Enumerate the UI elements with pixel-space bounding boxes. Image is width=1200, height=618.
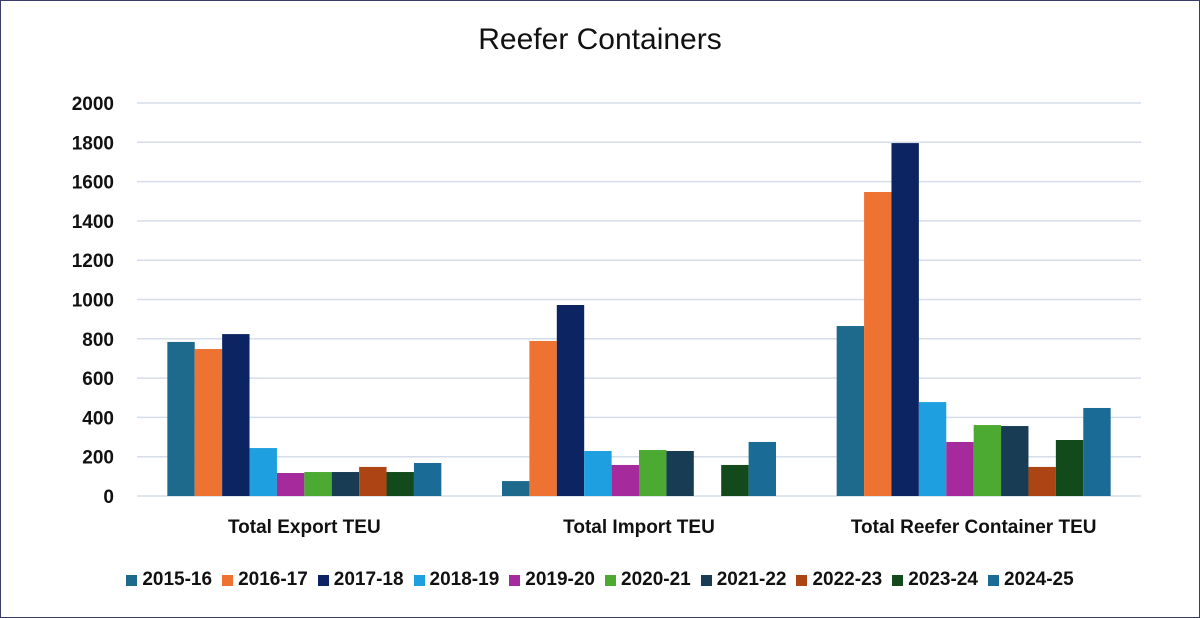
y-tick-label: 1600 [72,173,114,194]
bar-2023-24-3 [1055,439,1084,496]
y-tick-label: 2000 [72,94,114,115]
y-tick-label: 1400 [72,212,114,233]
legend-swatch [126,574,138,586]
legend-label: 2017-18 [333,569,404,590]
legend-swatch [796,574,808,586]
legend-item: 2018-19 [413,569,500,591]
legend-item: 2022-23 [796,569,882,591]
bar-2017-18-2 [556,305,585,496]
bar-2022-23-3 [1028,466,1056,496]
bar-2016-17-2 [529,340,557,496]
bar-2017-18-3 [891,143,919,496]
legend-swatch [892,574,904,586]
bar-2021-22-2 [666,451,694,496]
legend-item: 2023-24 [892,569,978,591]
legend-label: 2023-24 [908,569,978,590]
bar-2015-16-3 [836,326,865,496]
bar-2020-21-2 [639,450,667,496]
bar-2018-19-3 [918,402,947,496]
y-tick-label: 1200 [72,251,114,272]
legend-swatch [700,574,712,586]
y-tick-label: 800 [82,330,114,351]
legend-item: 2016-17 [222,569,308,591]
bar-2023-24-1 [386,472,414,496]
bar-2019-20-2 [611,464,639,496]
bar-2024-25-1 [413,462,442,496]
legend-label: 2016-17 [238,569,308,590]
legend-label: 2018-19 [429,569,500,590]
legend-item: 2020-21 [605,569,691,591]
y-tick-label: 1800 [72,133,114,154]
y-tick-label: 200 [82,448,114,469]
legend-label: 2022-23 [812,569,883,590]
legend-item: 2019-20 [509,569,595,591]
bar-2023-24-2 [721,464,749,496]
bar-2015-16-2 [502,481,530,496]
bar-2019-20-1 [276,473,305,496]
bar-2022-23-1 [359,466,387,496]
legend-swatch [987,574,999,586]
bar-2021-22-1 [331,472,360,496]
y-tick-label: 600 [82,369,114,390]
chart-title: Reefer Containers [478,23,722,56]
y-tick-label: 0 [103,487,114,508]
legend-item: 2015-16 [126,569,212,591]
legend-item: 2021-22 [700,569,787,591]
legend-label: 2024-25 [1003,569,1074,590]
legend-swatch [317,574,329,586]
bar-2020-21-1 [304,472,332,496]
bar-2016-17-1 [194,349,223,496]
bar-2020-21-3 [973,425,1002,496]
bar-2019-20-3 [946,441,974,496]
bar-2015-16-1 [167,341,195,496]
legend-label: 2019-20 [525,569,595,590]
legend-label: 2021-22 [716,569,787,590]
x-tick-label: Total Export TEU [228,517,381,538]
x-tick-label: Total Reefer Container TEU [851,517,1097,538]
y-tick-label: 400 [82,408,114,429]
legend-swatch [222,574,234,586]
bar-2024-25-2 [748,441,776,496]
legend-swatch [413,574,425,586]
bar-2018-19-1 [249,448,277,496]
legend-item: 2024-25 [987,569,1074,591]
bar-2021-22-3 [1001,426,1029,496]
legend-swatch [509,574,521,586]
bar-2024-25-3 [1083,407,1111,496]
bar-2016-17-3 [864,192,892,496]
bar-2017-18-1 [222,334,250,496]
legend-item: 2017-18 [317,569,404,591]
x-tick-label: Total Import TEU [563,517,715,538]
legend-swatch [605,574,616,586]
legend: 2015-16 2016-17 2017-18 2018-19 2019-20 2020-… [1,569,1199,591]
legend-label: 2015-16 [142,569,213,590]
y-tick-label: 1000 [72,291,114,312]
legend-label: 2020-21 [621,569,691,590]
bar-2018-19-2 [584,451,612,496]
